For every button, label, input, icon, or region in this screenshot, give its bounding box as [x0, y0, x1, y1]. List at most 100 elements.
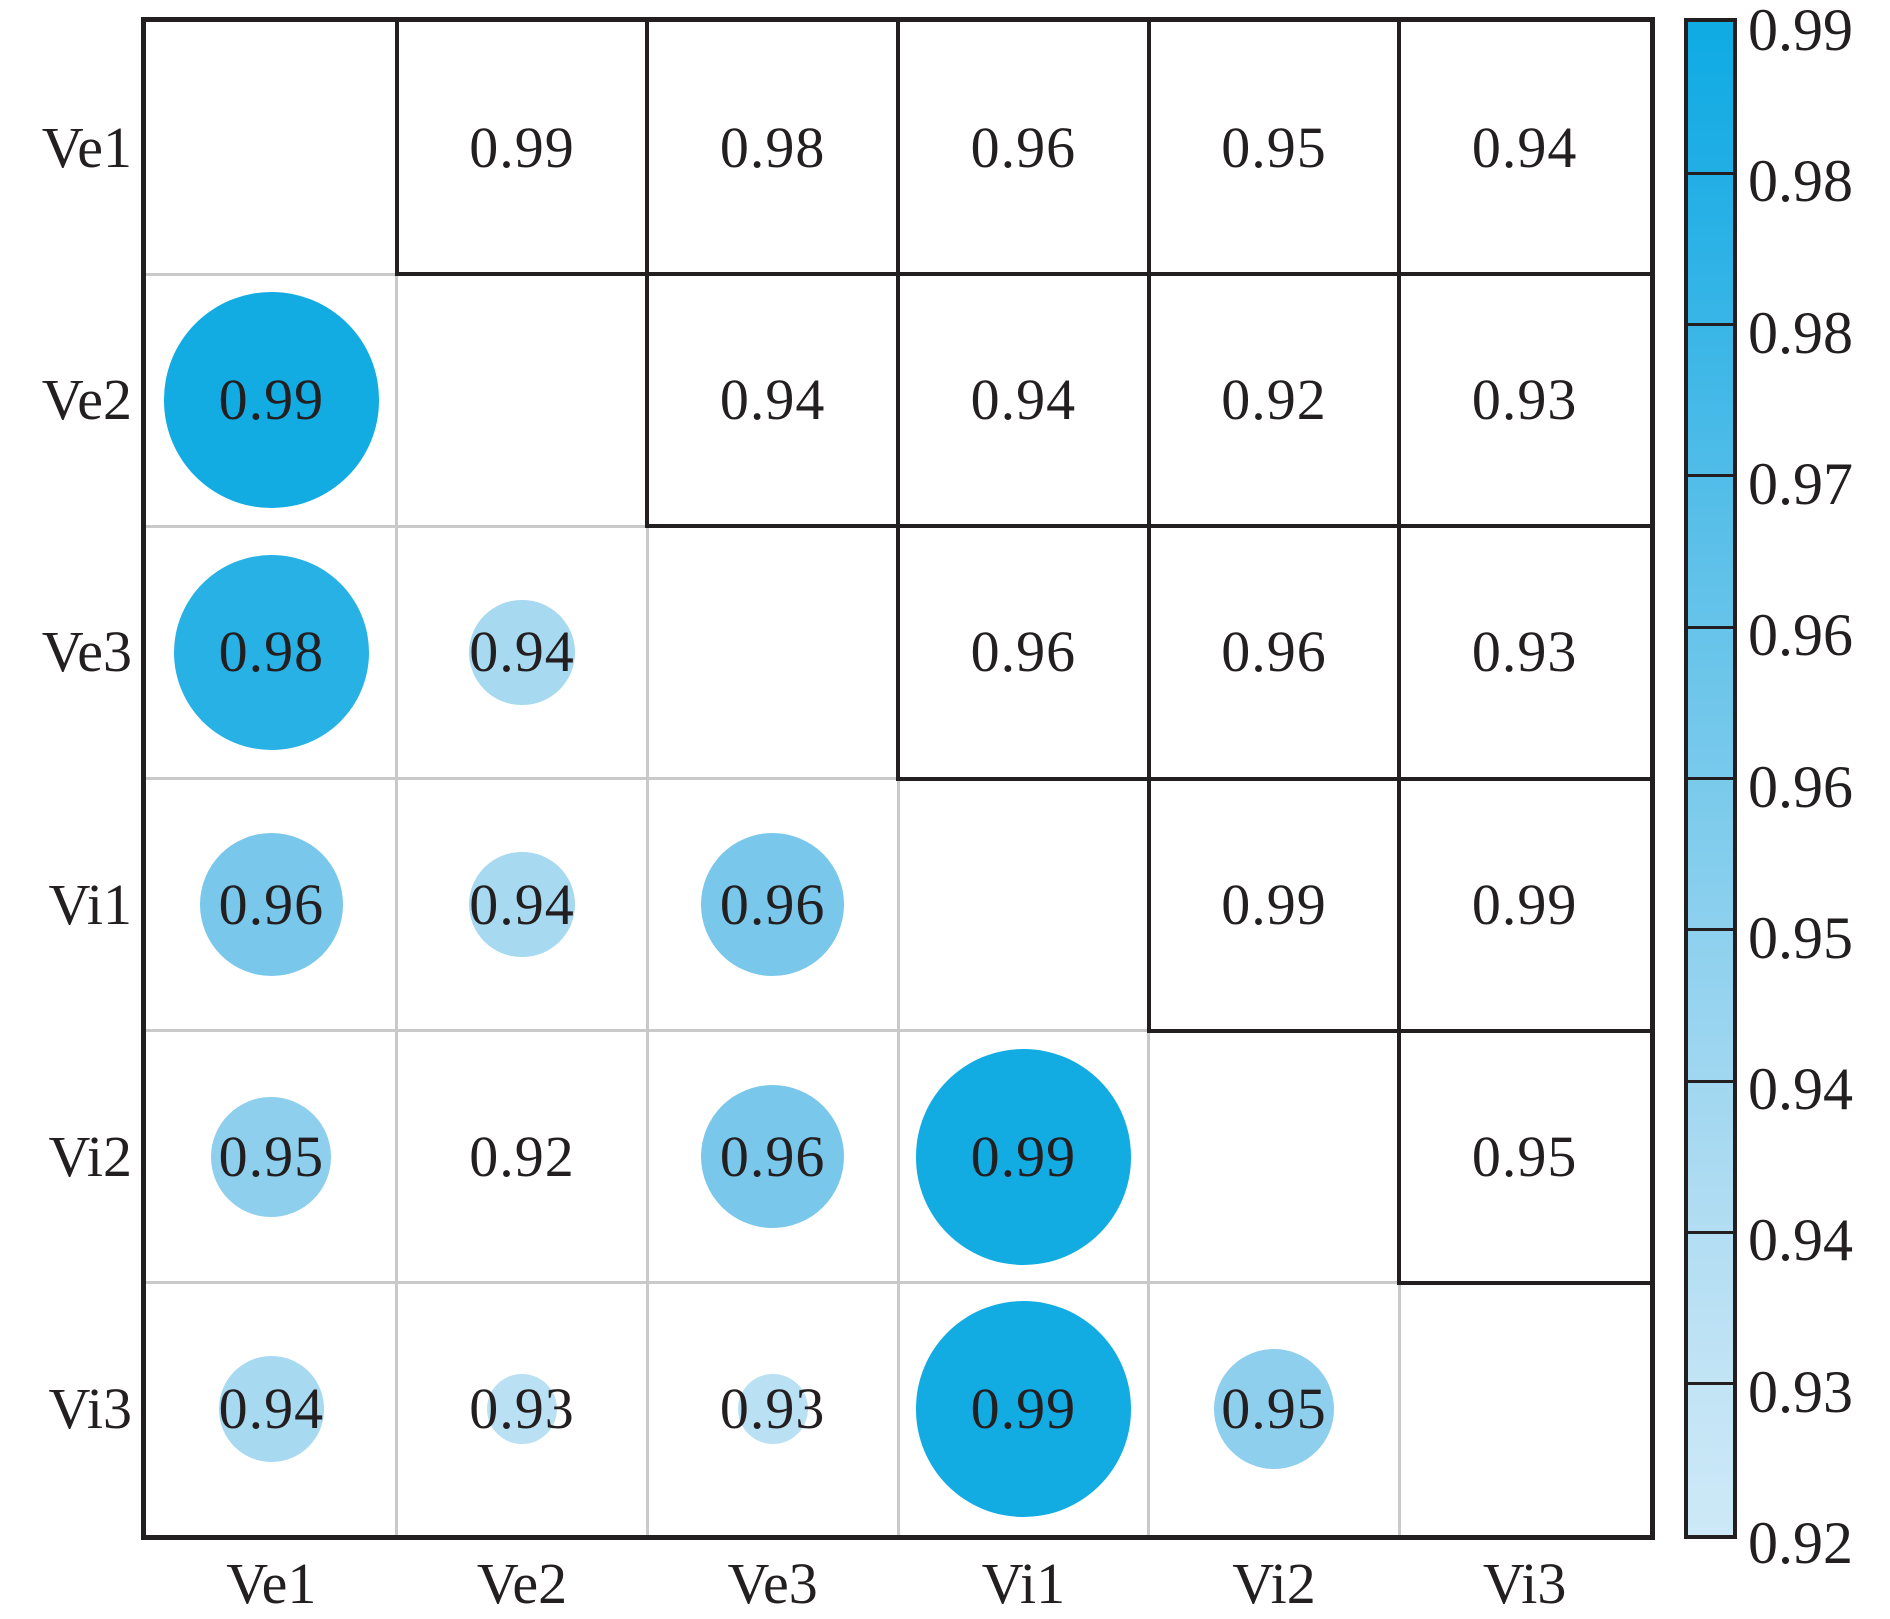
matrix-cell-Vi3-Ve1: 0.94 — [146, 1283, 397, 1535]
gridline-horizontal-gray — [146, 1281, 1650, 1285]
matrix-cell-Vi1-Vi1 — [898, 779, 1149, 1031]
matrix-cell-Ve3-Ve3 — [647, 526, 898, 778]
matrix-cell-Vi2-Vi1: 0.99 — [898, 1031, 1149, 1283]
matrix-cell-Ve2-Ve2 — [397, 274, 648, 526]
colorbar-tick-label: 0.98 — [1748, 148, 1853, 215]
gridline-vertical-black — [394, 22, 399, 277]
correlation-value: 0.93 — [469, 1375, 575, 1441]
matrix-cell-Ve1-Vi3: 0.94 — [1399, 22, 1650, 274]
correlation-value: 0.95 — [1471, 1123, 1578, 1189]
correlation-value: 0.98 — [719, 115, 826, 181]
matrix-cell-Ve3-Vi3: 0.93 — [1399, 526, 1650, 778]
matrix-cell-Vi3-Vi1: 0.99 — [898, 1283, 1149, 1535]
row-label-Vi2: Vi2 — [48, 1123, 132, 1189]
colorbar-divider — [1688, 1079, 1733, 1083]
correlation-value: 0.93 — [719, 1375, 826, 1441]
colorbar-divider — [1688, 777, 1733, 780]
correlation-value: 0.96 — [719, 871, 826, 937]
colorbar-tick-label: 0.94 — [1748, 1207, 1853, 1274]
matrix-cell-Ve1-Ve3: 0.98 — [647, 22, 898, 274]
correlation-value: 0.99 — [1471, 871, 1578, 937]
colorbar-tick-label: 0.96 — [1748, 753, 1853, 820]
correlation-circle — [701, 1085, 845, 1229]
correlation-circle — [915, 1048, 1132, 1265]
correlation-value: 0.93 — [1471, 619, 1578, 685]
gridline-horizontal-black — [896, 776, 1650, 781]
correlation-value: 0.96 — [970, 115, 1077, 181]
matrix-cell-Ve2-Ve3: 0.94 — [647, 274, 898, 526]
col-label-Vi3: Vi3 — [1482, 1551, 1567, 1616]
correlation-value: 0.94 — [719, 367, 826, 433]
colorbar-tick-label: 0.94 — [1748, 1056, 1853, 1123]
colorbar-divider — [1688, 1230, 1733, 1234]
correlation-circle — [915, 1301, 1132, 1517]
matrix-cell-Vi1-Vi3: 0.99 — [1399, 779, 1650, 1031]
matrix-cell-Ve1-Vi1: 0.96 — [898, 22, 1149, 274]
matrix-cell-Vi3-Ve3: 0.93 — [647, 1283, 898, 1535]
colorbar-divider — [1688, 171, 1733, 175]
col-label-Vi1: Vi1 — [981, 1551, 1066, 1616]
correlation-value: 0.96 — [218, 871, 325, 937]
colorbar-divider — [1688, 928, 1733, 932]
matrix-cell-Vi1-Ve2: 0.94 — [397, 779, 648, 1031]
correlation-circle — [469, 599, 575, 706]
colorbar-divider — [1688, 1382, 1733, 1386]
gridline-vertical-black — [645, 22, 650, 529]
col-label-Vi2: Vi2 — [1232, 1551, 1316, 1616]
gridline-horizontal-black — [394, 272, 1650, 277]
correlation-circle — [163, 292, 380, 508]
row-label-Ve3: Ve3 — [41, 619, 132, 685]
matrix-cell-Ve3-Ve1: 0.98 — [146, 526, 397, 778]
matrix-cell-Vi2-Ve2: 0.92 — [397, 1031, 648, 1283]
correlation-value: 0.94 — [1471, 115, 1578, 181]
colorbar-tick-label: 0.95 — [1748, 904, 1853, 971]
matrix-cell-Vi1-Vi2: 0.99 — [1149, 779, 1400, 1031]
col-label-Ve2: Ve2 — [476, 1551, 568, 1616]
correlation-value: 0.92 — [469, 1123, 575, 1189]
matrix-cell-Vi1-Ve1: 0.96 — [146, 779, 397, 1031]
matrix-grid: 0.99 0.98 0.96 0.95 0.94 0.99 0.94 0.94 0.92 0.93… — [141, 17, 1655, 1540]
col-label-Ve3: Ve3 — [727, 1551, 818, 1616]
correlation-value: 0.96 — [1221, 619, 1327, 685]
matrix-cell-Ve1-Ve2: 0.99 — [397, 22, 648, 274]
colorbar-divider — [1688, 323, 1733, 327]
correlation-circle — [218, 1356, 324, 1462]
correlation-circle — [1213, 1348, 1335, 1470]
correlation-value: 0.99 — [970, 1375, 1077, 1441]
matrix-cell-Vi2-Vi3: 0.95 — [1399, 1031, 1650, 1283]
row-label-Ve2: Ve2 — [41, 367, 132, 433]
correlation-circle — [469, 851, 575, 958]
matrix-cell-Ve2-Vi1: 0.94 — [898, 274, 1149, 526]
row-label-Vi1: Vi1 — [48, 871, 132, 937]
matrix-cell-Vi1-Ve3: 0.96 — [647, 779, 898, 1031]
matrix-cell-Vi2-Ve1: 0.95 — [146, 1031, 397, 1283]
correlation-value: 0.93 — [1471, 367, 1578, 433]
correlation-circle — [173, 554, 370, 751]
correlation-value: 0.95 — [1221, 1375, 1327, 1441]
colorbar-tick-label: 0.97 — [1748, 450, 1853, 517]
row-label-Ve1: Ve1 — [41, 115, 132, 181]
matrix-cell-Ve3-Vi1: 0.96 — [898, 526, 1149, 778]
correlation-value: 0.99 — [469, 115, 575, 181]
correlation-value: 0.94 — [469, 871, 575, 937]
matrix-cell-Ve2-Ve1: 0.99 — [146, 274, 397, 526]
correlation-value: 0.98 — [218, 619, 325, 685]
correlation-value: 0.95 — [1221, 115, 1327, 181]
matrix-cell-Ve1-Vi2: 0.95 — [1149, 22, 1400, 274]
correlation-value: 0.94 — [970, 367, 1077, 433]
matrix-cell-Vi2-Vi2 — [1149, 1031, 1400, 1283]
correlation-value: 0.96 — [719, 1123, 826, 1189]
colorbar-tick-label: 0.98 — [1748, 299, 1853, 366]
colorbar-tick-label: 0.99 — [1748, 0, 1853, 63]
matrix-cell-Ve1-Ve1 — [146, 22, 397, 274]
colorbar-divider — [1688, 474, 1733, 478]
matrix-cell-Vi3-Vi2: 0.95 — [1149, 1283, 1400, 1535]
correlation-circle — [199, 833, 343, 977]
matrix-cell-Ve2-Vi2: 0.92 — [1149, 274, 1400, 526]
gridline-vertical-black — [896, 22, 900, 781]
colorbar-tick-label: 0.96 — [1748, 602, 1853, 669]
colorbar-tick-label: 0.92 — [1748, 1510, 1853, 1576]
gridline-horizontal-gray — [146, 1029, 1650, 1033]
correlation-circle — [701, 833, 845, 977]
